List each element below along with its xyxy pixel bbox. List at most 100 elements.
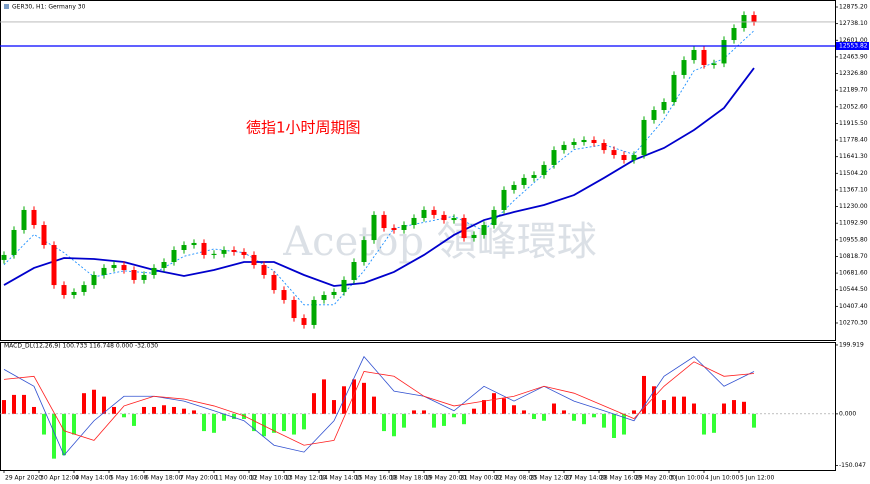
histogram-bar bbox=[222, 413, 226, 421]
candle-body bbox=[201, 242, 207, 255]
y-tick-label: 10955.80 bbox=[839, 236, 868, 243]
histogram-bar bbox=[192, 410, 196, 414]
candle-body bbox=[491, 209, 497, 226]
histogram-bar bbox=[722, 403, 726, 414]
candle-body bbox=[251, 254, 257, 266]
macd-title: MACD_DL(12,26,9) 100.733 116.748 0.000 -… bbox=[4, 343, 158, 350]
histogram-bar bbox=[602, 413, 606, 428]
candle-body bbox=[41, 225, 47, 246]
candle-body bbox=[51, 245, 57, 286]
candle-body bbox=[731, 28, 737, 41]
x-tick-label: 19 May 20:00 bbox=[425, 475, 466, 482]
macd-panel-frame bbox=[0, 342, 836, 471]
candle-body bbox=[91, 274, 97, 286]
histogram-bar bbox=[12, 394, 16, 414]
candle-body bbox=[501, 189, 507, 210]
candle-body bbox=[1, 254, 7, 260]
x-tick-label: 7 May 20:00 bbox=[180, 475, 218, 482]
histogram-bar bbox=[732, 400, 736, 414]
candle-body bbox=[111, 265, 117, 268]
y-tick-label: 10407.40 bbox=[839, 303, 868, 310]
x-tick-label: 5 Jun 12:00 bbox=[740, 475, 774, 482]
histogram-bar bbox=[132, 413, 136, 426]
candle-body bbox=[311, 299, 317, 325]
histogram-bar bbox=[702, 413, 706, 435]
histogram-bar bbox=[242, 413, 246, 420]
x-tick-label: 27 May 14:00 bbox=[565, 475, 606, 482]
y-tick-label: 12326.80 bbox=[839, 70, 868, 77]
candle-body bbox=[291, 299, 297, 319]
histogram-bar bbox=[402, 413, 406, 428]
histogram-bar bbox=[112, 406, 116, 414]
histogram-bar bbox=[442, 413, 446, 426]
y-tick-label: 11778.40 bbox=[839, 137, 868, 144]
candle-body bbox=[71, 291, 77, 295]
x-tick-label: 28 May 16:00 bbox=[600, 475, 641, 482]
x-tick-label: 4 May 14:00 bbox=[75, 475, 113, 482]
candle-body bbox=[191, 242, 197, 246]
y-tick-label: 12601.00 bbox=[839, 37, 868, 44]
candle-body bbox=[571, 142, 577, 145]
candle-body bbox=[611, 150, 617, 156]
histogram-bar bbox=[622, 413, 626, 435]
histogram-bar bbox=[472, 408, 476, 414]
candle-body bbox=[641, 119, 647, 156]
histogram-bar bbox=[142, 406, 146, 414]
histogram-bar bbox=[592, 413, 596, 418]
x-tick-label: 14 May 14:00 bbox=[320, 475, 361, 482]
y-tick-label: 12463.90 bbox=[839, 53, 868, 60]
candle-body bbox=[741, 15, 747, 29]
horizontal-line-label: 12553.82 bbox=[839, 42, 868, 49]
histogram-bar bbox=[532, 413, 536, 420]
histogram-bar bbox=[542, 413, 546, 421]
candle-body bbox=[591, 139, 597, 144]
candle-body bbox=[361, 240, 367, 263]
histogram-bar bbox=[212, 413, 216, 433]
histogram-bar bbox=[712, 413, 716, 433]
histogram-bar bbox=[182, 408, 186, 414]
y-tick-label: 12738.10 bbox=[839, 20, 868, 27]
candle-body bbox=[371, 214, 377, 241]
histogram-bar bbox=[372, 396, 376, 414]
candle-body bbox=[281, 290, 287, 300]
histogram-bar bbox=[662, 400, 666, 414]
y-tick-label: 12189.70 bbox=[839, 87, 868, 94]
x-tick-label: 11 May 00:00 bbox=[215, 475, 256, 482]
histogram-bar bbox=[552, 403, 556, 414]
histogram-bar bbox=[752, 413, 756, 428]
histogram-bar bbox=[22, 394, 26, 414]
candle-body bbox=[621, 155, 627, 160]
y-tick-label: 11092.90 bbox=[839, 220, 868, 227]
y-tick-label: 12052.60 bbox=[839, 103, 868, 110]
candle-body bbox=[681, 60, 687, 75]
indicator-line bbox=[3, 361, 755, 446]
candle-body bbox=[141, 274, 147, 280]
histogram-bar bbox=[412, 410, 416, 414]
candle-body bbox=[131, 270, 137, 280]
histogram-bar bbox=[572, 413, 576, 421]
histogram-bar bbox=[392, 413, 396, 437]
candle-body bbox=[461, 217, 467, 238]
y-tick-label: 11915.50 bbox=[839, 120, 868, 127]
candle-body bbox=[701, 49, 707, 66]
candle-body bbox=[211, 253, 217, 255]
candle-body bbox=[391, 228, 397, 230]
candle-body bbox=[431, 209, 437, 215]
candle-body bbox=[341, 279, 347, 292]
histogram-bar bbox=[382, 413, 386, 432]
candle-body bbox=[11, 229, 17, 255]
histogram-bar bbox=[322, 379, 326, 414]
histogram-bar bbox=[272, 413, 276, 433]
y-tick-label: 10270.30 bbox=[839, 319, 868, 326]
price-panel-frame bbox=[0, 0, 836, 341]
candle-body bbox=[671, 74, 677, 103]
candle-body bbox=[651, 110, 657, 120]
symbol-icon bbox=[4, 4, 9, 9]
candle-body bbox=[471, 234, 477, 238]
candle-body bbox=[331, 291, 337, 295]
histogram-bar bbox=[642, 375, 646, 414]
histogram-bar bbox=[432, 413, 436, 428]
x-tick-label: 4 Jun 10:00 bbox=[705, 475, 739, 482]
candle-body bbox=[541, 164, 547, 176]
histogram-bar bbox=[672, 396, 676, 414]
